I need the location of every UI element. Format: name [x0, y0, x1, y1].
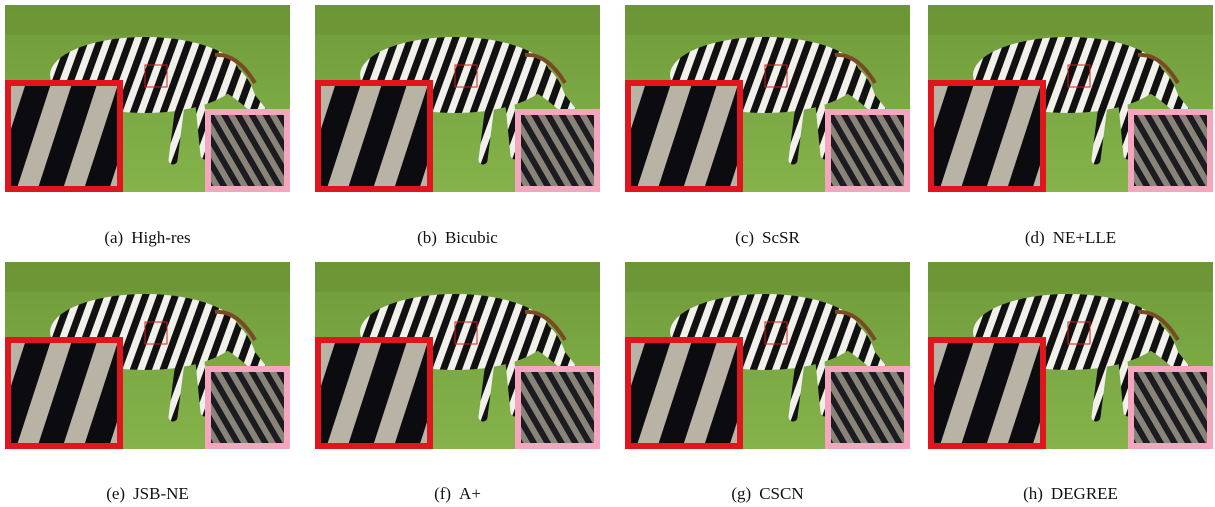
panel-caption: (a) High-res — [5, 228, 290, 248]
caption-caption: CSCN — [759, 484, 803, 503]
panel-image — [5, 5, 290, 192]
panel-caption: (c) ScSR — [625, 228, 910, 248]
panel-caption: (h) DEGREE — [928, 484, 1213, 504]
caption-label: (f) — [434, 484, 451, 503]
zebra-image — [5, 262, 290, 449]
zebra-image — [625, 5, 910, 192]
caption-caption: NE+LLE — [1053, 228, 1116, 247]
panel-image — [928, 262, 1213, 449]
zebra-image — [928, 5, 1213, 192]
caption-caption: High-res — [131, 228, 190, 247]
caption-label: (d) — [1025, 228, 1045, 247]
panel-image — [625, 5, 910, 192]
caption-label: (c) — [735, 228, 754, 247]
panel-caption: (e) JSB-NE — [5, 484, 290, 504]
caption-caption: A+ — [459, 484, 481, 503]
zebra-image — [928, 262, 1213, 449]
caption-label: (e) — [106, 484, 125, 503]
caption-label: (g) — [731, 484, 751, 503]
zebra-image — [625, 262, 910, 449]
panel-image — [928, 5, 1213, 192]
figure-page: (() => { const data = JSON.parse(documen… — [0, 0, 1215, 507]
panel-caption: (b) Bicubic — [315, 228, 600, 248]
caption-label: (b) — [417, 228, 437, 247]
zebra-image — [315, 5, 600, 192]
panel-image — [315, 262, 600, 449]
caption-caption: DEGREE — [1051, 484, 1118, 503]
caption-caption: Bicubic — [445, 228, 498, 247]
caption-caption: ScSR — [762, 228, 800, 247]
panel-image — [625, 262, 910, 449]
caption-label: (h) — [1023, 484, 1043, 503]
panel-caption: (f) A+ — [315, 484, 600, 504]
zebra-image — [5, 5, 290, 192]
panel-caption: (d) NE+LLE — [928, 228, 1213, 248]
zebra-image — [315, 262, 600, 449]
panel-caption: (g) CSCN — [625, 484, 910, 504]
caption-label: (a) — [104, 228, 123, 247]
caption-caption: JSB-NE — [133, 484, 189, 503]
panel-image — [315, 5, 600, 192]
panel-image — [5, 262, 290, 449]
